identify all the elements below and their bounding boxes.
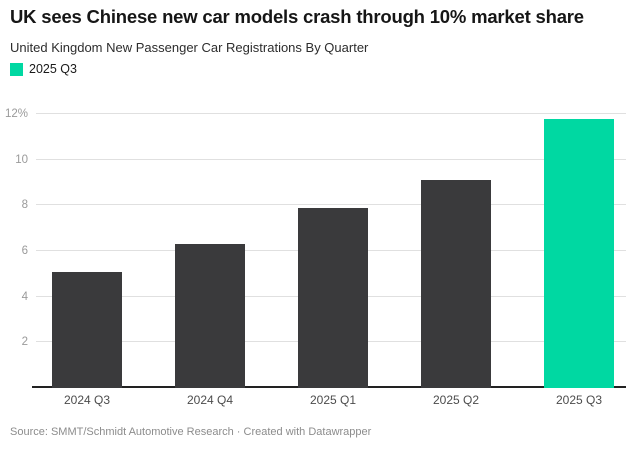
gridline (36, 158, 626, 160)
chart-title: UK sees Chinese new car models crash thr… (10, 6, 584, 27)
x-axis-tick-label: 2025 Q2 (432, 393, 480, 407)
x-axis-tick-label: 2025 Q1 (309, 393, 357, 407)
source-note: Source: SMMT/Schmidt Automotive Research… (10, 426, 372, 438)
y-axis-tick-label: 8 (21, 199, 28, 212)
x-axis-tick-label: 2024 Q4 (186, 393, 234, 407)
gridline (36, 204, 626, 206)
plot-area: 2 4 6 8 10 12% 2024 Q3 2024 Q4 2025 Q1 2025 Q2 202… (5, 106, 626, 407)
bar-2025-q2 (421, 180, 491, 388)
bar-2025-q1 (298, 207, 368, 388)
chart-legend: 2025 Q3 (10, 62, 77, 76)
y-axis-tick-label: 10 (15, 153, 28, 166)
gridline (36, 113, 626, 114)
bar-2025-q3 (544, 118, 614, 388)
x-axis-tick-label: 2024 Q3 (63, 393, 111, 407)
legend-swatch (10, 62, 23, 76)
y-axis-tick-label: 6 (21, 245, 28, 257)
chart-subtitle: United Kingdom New Passenger Car Registr… (10, 40, 369, 55)
y-axis-tick-label: 12% (4, 108, 28, 120)
bar-2024-q4 (175, 244, 245, 388)
legend-label: 2025 Q3 (29, 62, 77, 76)
x-axis-tick-label: 2025 Q3 (555, 393, 603, 407)
y-axis-tick-label: 4 (21, 290, 28, 303)
y-axis-tick-label: 2 (21, 336, 28, 349)
bar-2024-q3 (52, 271, 122, 388)
